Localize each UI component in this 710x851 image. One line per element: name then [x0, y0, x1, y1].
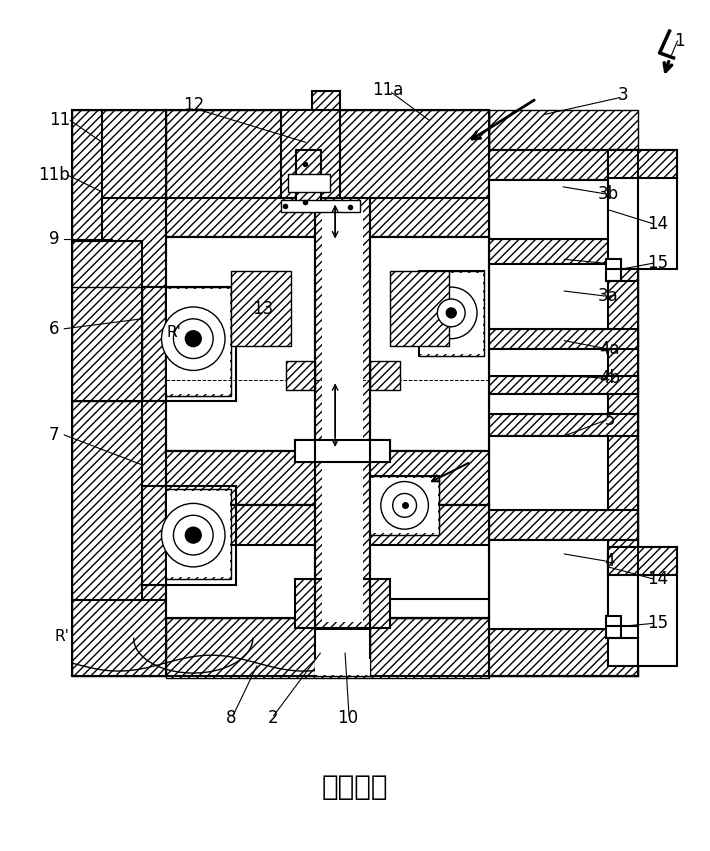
Text: R': R': [55, 629, 70, 644]
Bar: [420, 271, 484, 356]
Text: 11b: 11b: [38, 166, 70, 184]
Bar: [608, 547, 677, 666]
Bar: [231, 271, 290, 346]
Text: 6: 6: [49, 320, 60, 338]
Circle shape: [185, 331, 201, 346]
Bar: [606, 616, 621, 638]
Bar: [295, 579, 390, 628]
Bar: [489, 180, 608, 239]
Bar: [489, 150, 638, 180]
Bar: [315, 631, 370, 675]
Bar: [489, 414, 638, 436]
Text: R': R': [167, 325, 182, 340]
Bar: [489, 630, 638, 676]
Bar: [315, 197, 370, 630]
Bar: [489, 265, 608, 328]
Text: 13: 13: [252, 300, 273, 318]
Bar: [168, 492, 230, 577]
Bar: [166, 505, 489, 619]
Bar: [489, 540, 608, 630]
Bar: [166, 287, 231, 397]
Text: 3a: 3a: [598, 287, 618, 305]
Text: 11: 11: [49, 111, 70, 129]
Bar: [166, 489, 231, 579]
Bar: [489, 436, 608, 511]
Bar: [370, 361, 400, 391]
Text: 15: 15: [647, 254, 668, 272]
Bar: [489, 349, 608, 376]
Circle shape: [393, 494, 417, 517]
Bar: [295, 440, 390, 462]
Text: 1: 1: [674, 32, 684, 50]
Bar: [322, 206, 363, 622]
Text: 4b: 4b: [599, 369, 621, 387]
Text: 11a: 11a: [372, 81, 403, 99]
Bar: [370, 476, 439, 535]
Bar: [489, 394, 608, 414]
Bar: [166, 111, 489, 197]
Bar: [390, 271, 449, 346]
Bar: [166, 237, 489, 451]
Bar: [166, 619, 489, 678]
Text: 2: 2: [268, 709, 278, 727]
Bar: [280, 111, 340, 197]
Text: 4a: 4a: [600, 340, 621, 357]
Bar: [280, 200, 360, 212]
Text: 10: 10: [337, 709, 359, 727]
Text: 现有技术: 现有技术: [322, 774, 388, 801]
Bar: [315, 630, 370, 676]
Bar: [608, 547, 677, 574]
Bar: [420, 271, 484, 356]
Text: 3b: 3b: [597, 185, 618, 203]
Circle shape: [173, 516, 213, 555]
Bar: [489, 511, 638, 540]
Bar: [142, 287, 236, 401]
Bar: [608, 150, 677, 269]
Bar: [142, 486, 236, 585]
Circle shape: [437, 299, 465, 327]
Bar: [166, 451, 489, 505]
Text: 8: 8: [226, 709, 236, 727]
Circle shape: [185, 528, 201, 543]
Bar: [489, 376, 638, 394]
Text: 5: 5: [605, 411, 616, 429]
Bar: [166, 197, 489, 237]
Bar: [312, 91, 340, 111]
Bar: [608, 150, 677, 178]
Bar: [166, 505, 489, 545]
Text: 3: 3: [618, 86, 628, 104]
Circle shape: [162, 504, 225, 567]
Text: 9: 9: [49, 231, 60, 248]
Bar: [72, 287, 142, 401]
Bar: [489, 328, 638, 349]
Bar: [288, 174, 330, 191]
Circle shape: [162, 307, 225, 370]
Text: 12: 12: [182, 95, 204, 113]
Bar: [72, 111, 166, 676]
Circle shape: [425, 287, 477, 339]
Bar: [489, 239, 638, 265]
Bar: [371, 477, 438, 533]
Bar: [166, 287, 231, 397]
Text: 14: 14: [647, 570, 668, 588]
Bar: [489, 111, 638, 676]
Bar: [297, 150, 321, 205]
Text: 14: 14: [647, 214, 668, 232]
Circle shape: [173, 319, 213, 358]
Circle shape: [447, 308, 457, 318]
Bar: [420, 273, 483, 353]
Text: 4: 4: [605, 552, 616, 570]
Text: 7: 7: [49, 426, 60, 444]
Bar: [370, 476, 439, 535]
Bar: [606, 260, 621, 281]
Bar: [295, 440, 390, 462]
Circle shape: [381, 482, 428, 529]
Bar: [168, 289, 230, 394]
Bar: [285, 361, 315, 391]
Text: 15: 15: [647, 614, 668, 632]
